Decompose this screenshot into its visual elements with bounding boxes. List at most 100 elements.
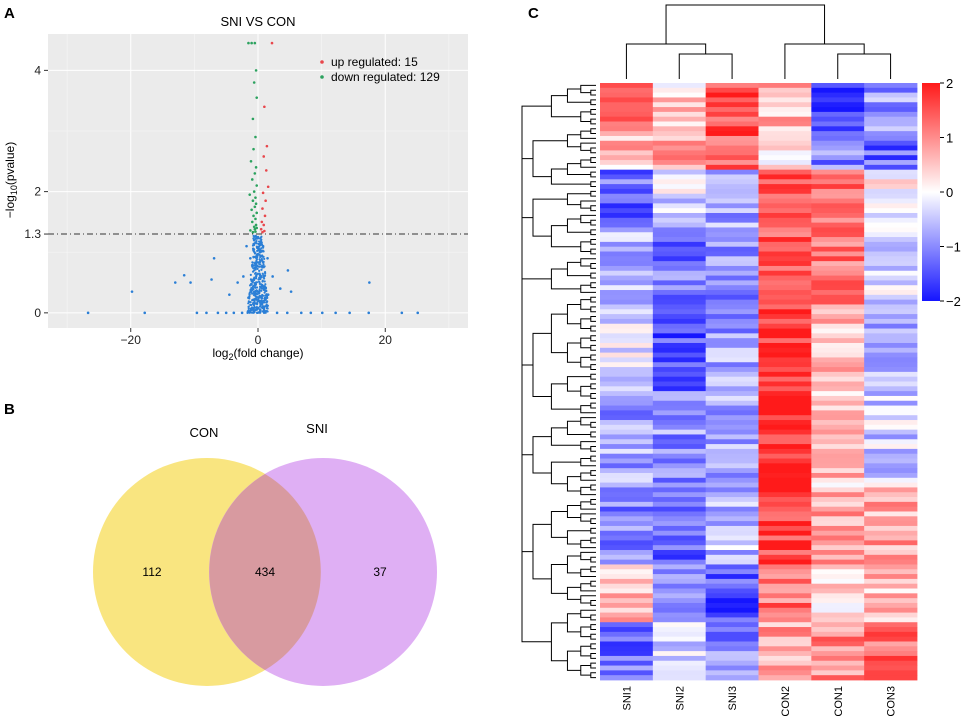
heatmap-cell — [600, 318, 654, 325]
row-dendrogram-link — [590, 335, 596, 342]
heatmap-cell — [600, 164, 654, 171]
heatmap-cell — [758, 651, 812, 657]
volcano-legend: up regulated: 15 down regulated: 129 — [320, 55, 440, 84]
heatmap-cell — [600, 655, 654, 662]
heatmap-cell — [600, 511, 654, 517]
heatmap-cell — [864, 463, 918, 469]
heatmap-cell — [600, 646, 654, 652]
row-dendrogram-link — [580, 626, 591, 638]
row-dendrogram-link — [590, 498, 596, 505]
heatmap-cell — [758, 102, 812, 108]
heatmap-cell — [652, 660, 707, 666]
heatmap-cell — [600, 347, 654, 354]
heatmap-column-label: SNI3 — [727, 686, 739, 710]
row-dendrogram-link — [550, 168, 591, 185]
heatmap-cell — [758, 97, 812, 103]
heatmap-cell — [864, 352, 918, 358]
heatmap-cell — [600, 198, 654, 204]
heatmap-cell — [758, 92, 812, 98]
heatmap-cell — [705, 193, 759, 199]
row-dendrogram-link — [580, 258, 596, 267]
heatmap-cell — [864, 87, 918, 94]
volcano-point-ns-cloud — [256, 254, 259, 257]
panel-label-b: B — [4, 401, 15, 418]
heatmap-cell — [864, 453, 918, 459]
row-dendrogram-link — [590, 633, 596, 640]
heatmap-cell — [811, 169, 865, 175]
heatmap-cell — [758, 559, 812, 565]
volcano-point-down-regulated — [250, 208, 253, 212]
heatmap-cell — [811, 174, 865, 180]
heatmap-cell — [652, 439, 707, 445]
heatmap-cell — [600, 492, 654, 498]
row-dendrogram-link — [590, 672, 596, 679]
heatmap-cell — [864, 525, 918, 532]
heatmap-cell — [864, 217, 918, 224]
heatmap-cell — [600, 169, 654, 175]
volcano-point-not-significant — [247, 296, 250, 299]
heatmap-cell — [600, 212, 654, 219]
heatmap-cell — [864, 655, 918, 662]
row-dendrogram-link — [580, 501, 596, 510]
row-dendrogram-link — [590, 248, 596, 255]
heatmap-cell — [811, 660, 865, 666]
heatmap-cell — [811, 347, 865, 354]
heatmap-cell — [652, 150, 707, 156]
heatmap-cell — [811, 381, 865, 387]
volcano-point-ns-cloud — [252, 267, 255, 270]
heatmap-cell — [811, 554, 865, 561]
heatmap-cell — [600, 588, 654, 594]
volcano-point-ns-cloud — [257, 278, 260, 281]
heatmap-cell — [811, 212, 865, 219]
heatmap-cell — [600, 179, 654, 185]
heatmap-cell — [600, 429, 654, 435]
heatmap-cell — [758, 367, 812, 373]
heatmap-cell — [705, 140, 759, 146]
heatmap-cell — [600, 237, 654, 243]
volcano-point-ns-cloud — [251, 281, 254, 284]
heatmap-cell — [864, 169, 918, 175]
volcano-point-not-significant — [289, 290, 293, 293]
heatmap-cell — [705, 97, 759, 103]
volcano-point-ns-cloud — [249, 273, 252, 276]
row-dendrogram-link — [590, 484, 596, 491]
volcano-point-up-regulated — [262, 155, 266, 158]
heatmap-cell — [705, 550, 759, 556]
heatmap-cell — [864, 318, 918, 325]
heatmap-cell — [811, 304, 865, 310]
row-dendrogram-link — [590, 643, 596, 650]
colorbar-tick-label: −2 — [946, 294, 961, 309]
heatmap-cell — [811, 506, 865, 512]
volcano-point-not-significant — [320, 311, 324, 315]
heatmap-cell — [600, 415, 654, 421]
heatmap-cell — [600, 569, 654, 575]
heatmap-cell — [600, 641, 654, 647]
heatmap-cell — [811, 367, 865, 373]
volcano-point-ns-cloud — [251, 311, 254, 314]
volcano-point-ns-cloud — [247, 309, 250, 312]
heatmap-cell — [705, 217, 759, 224]
heatmap-cell — [758, 198, 812, 204]
volcano-point-ns-cloud — [260, 241, 263, 244]
volcano-point-ns-cloud — [260, 259, 263, 262]
heatmap-cell — [758, 400, 812, 406]
volcano-point-not-significant — [195, 311, 199, 315]
heatmap-cell — [864, 371, 918, 378]
heatmap-cell — [758, 545, 812, 551]
heatmap-cell — [864, 554, 918, 561]
volcano-point-down-regulated — [254, 202, 258, 206]
heatmap-cell — [652, 107, 707, 113]
legend-up-label: up regulated: 15 — [331, 55, 418, 69]
volcano-point-ns-cloud — [264, 296, 268, 300]
heatmap-cell — [758, 482, 812, 488]
heatmap-cell — [758, 160, 812, 166]
heatmap-cell — [811, 655, 865, 662]
heatmap-cell — [758, 107, 812, 113]
heatmap-cell — [705, 131, 759, 137]
row-dendrogram-link — [550, 510, 568, 538]
heatmap-cell — [758, 655, 812, 662]
colorbar-tick-label: 0 — [946, 185, 953, 200]
heatmap-cell — [758, 179, 812, 185]
volcano-x-tick-label: 0 — [255, 333, 262, 347]
heatmap-cell — [811, 294, 865, 301]
